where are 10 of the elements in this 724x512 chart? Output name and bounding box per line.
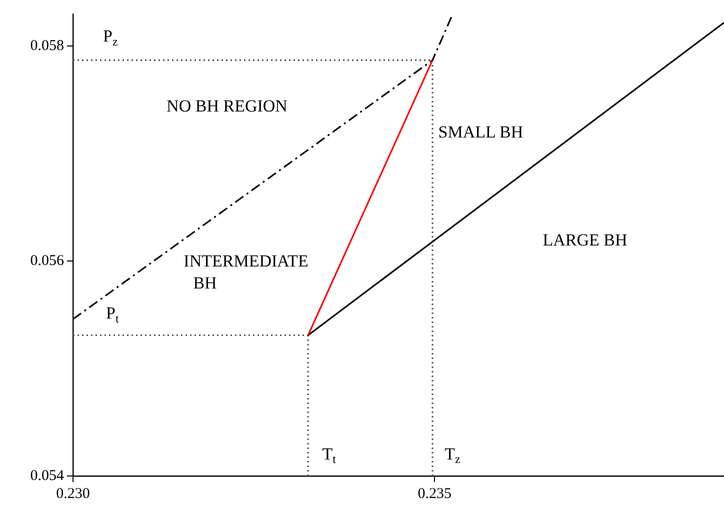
y-tick-label: 0.058 xyxy=(30,38,64,54)
annotation: BH xyxy=(193,273,217,292)
annotation: NO BH REGION xyxy=(166,96,288,116)
y-tick-label: 0.056 xyxy=(30,253,64,270)
annotation: LARGE BH xyxy=(542,230,628,250)
x-tick-label: 0.230 xyxy=(56,486,90,502)
annotation: SMALL BH xyxy=(438,122,524,142)
y-tick-label: 0.054 xyxy=(30,468,64,484)
annotation: INTERMEDIATE xyxy=(184,251,308,270)
x-tick-label: 0.235 xyxy=(418,486,452,502)
